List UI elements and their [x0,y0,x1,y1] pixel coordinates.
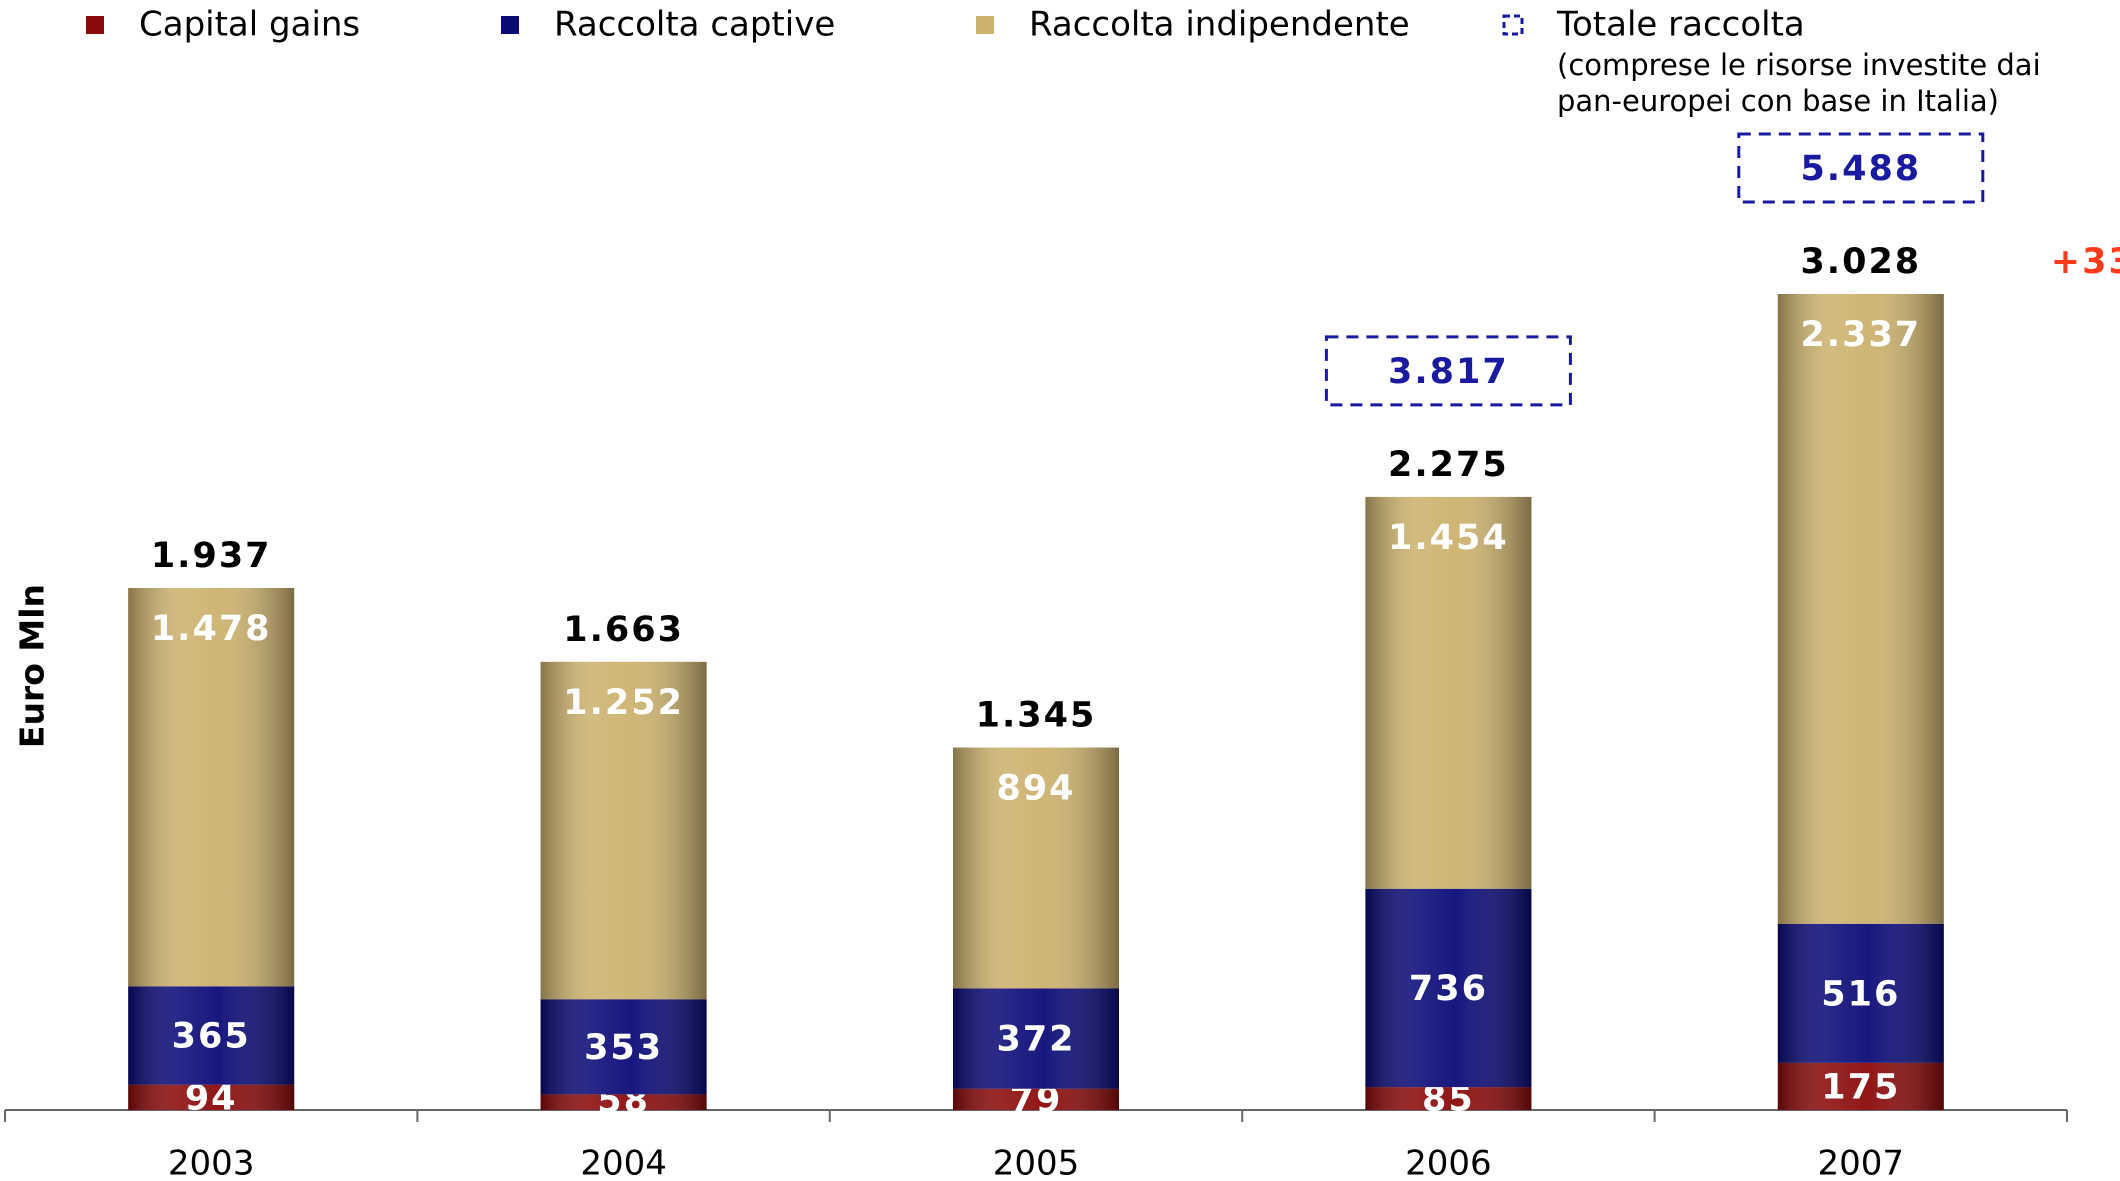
bar-shade [540,661,707,1000]
data-label: 94 [185,1078,238,1118]
bar-shade [540,999,707,1095]
legend-swatch [1502,14,1524,36]
total-label: 1.937 [151,536,272,576]
x-tick-label: 2003 [168,1144,255,1181]
data-label: 1.252 [563,683,684,723]
bar-shade [1365,888,1532,1088]
data-label: 736 [1409,969,1488,1009]
legend-note: pan-europei con base in Italia) [1557,84,1999,118]
data-label: 2.337 [1800,315,1921,355]
data-label: 516 [1821,974,1900,1014]
data-label: 1.478 [151,609,272,649]
legend-swatch [501,16,519,34]
bar-shade [953,747,1119,989]
legend-label: Totale raccolta [1556,5,1805,45]
y-axis-label: Euro Mln [13,584,52,748]
data-label: 894 [996,769,1075,809]
legend-label: Raccolta indipendente [1029,5,1410,45]
bar-shade [128,588,295,987]
total-label: 2.275 [1388,445,1509,485]
total-box-label: 3.817 [1388,352,1509,392]
legend-swatch [86,16,104,34]
x-tick-label: 2005 [993,1144,1080,1181]
total-label: 3.028 [1800,242,1921,282]
bar-shade [128,1084,295,1110]
x-tick-label: 2004 [580,1144,667,1181]
total-label: 1.663 [563,610,684,650]
bar-shade [1365,1087,1532,1110]
total-label: 1.345 [976,696,1097,736]
annotation: +33% [2051,242,2120,282]
data-label: 1.454 [1388,518,1509,558]
legend-note: (comprese le risorse investite dai [1557,48,2041,82]
data-label: 353 [584,1028,663,1068]
bar-shade [953,1088,1119,1110]
legend-swatch [976,16,994,34]
total-box-label: 5.488 [1800,149,1921,189]
data-label: 175 [1821,1067,1900,1107]
data-label: 365 [172,1016,251,1056]
total-box [1324,335,1572,407]
bar-shade [128,986,295,1085]
bar-shade [1777,294,1944,924]
data-label: 372 [996,1020,1075,1060]
total-box [1737,132,1985,204]
bar-shade [1365,496,1532,889]
bar-shade [1777,923,1944,1063]
x-tick-label: 2006 [1405,1144,1492,1181]
x-tick-label: 2007 [1818,1144,1905,1181]
bar-shade [953,988,1119,1089]
bar-shade [540,1094,707,1110]
legend-label: Raccolta captive [554,5,835,45]
bar-shade [1777,1062,1944,1110]
legend-label: Capital gains [139,5,360,45]
